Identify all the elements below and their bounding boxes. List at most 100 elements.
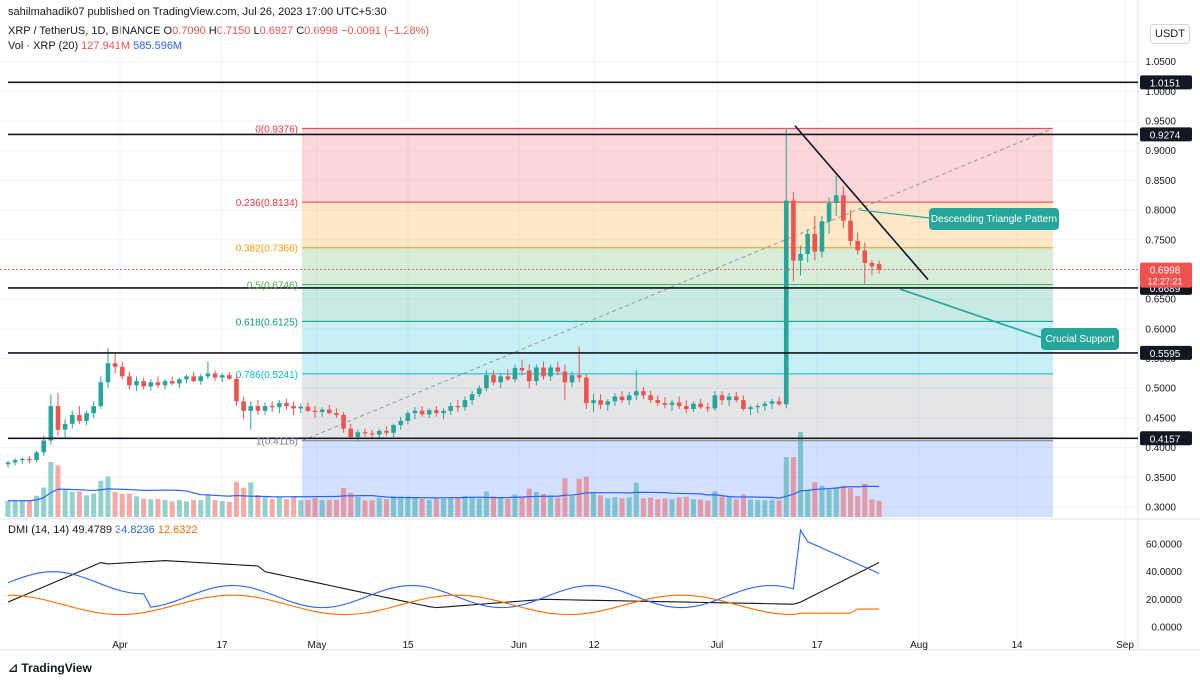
- adx-line: [7, 560, 880, 609]
- candle-body: [291, 406, 296, 409]
- volume-bar: [98, 480, 104, 517]
- candle-body: [348, 428, 354, 437]
- volume-bar: [148, 499, 154, 517]
- candle-body: [362, 432, 368, 434]
- volume-bar: [262, 497, 268, 517]
- volume-bar: [298, 500, 304, 517]
- volume-bar: [776, 500, 782, 517]
- volume-bar: [198, 500, 204, 517]
- candle-body: [27, 458, 32, 461]
- volume-bar: [383, 499, 389, 517]
- price-tick-label: 0.6000: [1145, 324, 1176, 335]
- volume-bar: [191, 499, 197, 517]
- candle-body: [812, 233, 818, 252]
- volume-bar: [212, 499, 218, 517]
- candle-body: [484, 375, 489, 389]
- candle-body: [755, 406, 760, 408]
- volume-bar: [391, 495, 397, 517]
- volume-bar: [541, 494, 546, 517]
- price-tick-label: 0.9000: [1145, 146, 1176, 157]
- volume-bar: [519, 496, 525, 517]
- volume-bar: [683, 496, 689, 517]
- price-tick-label: 0.8000: [1145, 206, 1176, 217]
- volume-bar: [341, 487, 347, 517]
- volume-bar: [69, 491, 75, 517]
- candle-body: [505, 376, 511, 380]
- tradingview-logo[interactable]: ⊿ TradingView: [8, 661, 92, 675]
- volume-bar: [562, 478, 568, 517]
- candle-body: [69, 414, 75, 424]
- di-plus-line: [7, 528, 880, 609]
- volume-ma-line: [7, 485, 880, 502]
- volume-bar: [555, 497, 561, 517]
- candle-body: [591, 400, 596, 404]
- price-tick-label: 1.0000: [1145, 87, 1176, 98]
- candle-body: [541, 367, 546, 377]
- candle-body: [284, 403, 289, 407]
- dmi-tick-label: 20.0000: [1146, 595, 1183, 606]
- volume-bar: [726, 497, 732, 517]
- candle-body: [277, 403, 282, 408]
- candle-body: [519, 368, 525, 371]
- candle-body: [626, 395, 632, 401]
- adx-value: 49.4789: [72, 524, 112, 536]
- price-level-tag: [1140, 345, 1192, 360]
- symbol-ohlc-line: XRP / TetherUS, 1D, BINANCE O0.7090 H0.7…: [8, 25, 430, 37]
- volume-bar: [433, 498, 439, 517]
- candle-body: [184, 376, 189, 380]
- candle-body: [119, 366, 125, 377]
- candle-body: [662, 403, 668, 405]
- candle-body: [355, 432, 361, 437]
- volume-bar: [690, 499, 696, 517]
- candle-body: [498, 376, 503, 383]
- volume-bar: [62, 489, 68, 517]
- volume-bar: [226, 501, 232, 517]
- candle-body: [691, 403, 696, 410]
- candle-body: [84, 413, 89, 421]
- volume-bar: [712, 491, 718, 517]
- candle-body: [234, 378, 239, 402]
- candle-body: [855, 240, 860, 251]
- candle-body: [719, 395, 725, 401]
- volume-bar: [169, 501, 175, 517]
- volume-bar: [319, 500, 325, 517]
- annotation-descending-triangle: Descending Triangle Pattern: [931, 214, 1057, 225]
- price-level-tag-text: 1.0151: [1150, 78, 1181, 89]
- volume-bar: [669, 499, 675, 517]
- price-tick-label: 1.0500: [1145, 57, 1176, 68]
- time-tick-label: 14: [1011, 640, 1023, 651]
- fib-level-label: 0.382(0.7366): [236, 244, 298, 255]
- candle-body: [255, 406, 261, 411]
- volume-bar: [862, 483, 868, 517]
- candle-body: [441, 410, 446, 414]
- bar-countdown: 12:27:21: [1147, 277, 1182, 287]
- volume-value: 127.941M: [81, 40, 131, 52]
- candle-body: [512, 368, 518, 380]
- candle-body: [5, 462, 11, 465]
- time-tick-label: 15: [402, 640, 414, 651]
- time-tick-label: May: [308, 640, 327, 651]
- currency-button[interactable]: USDT: [1150, 24, 1190, 44]
- candle-body: [733, 396, 739, 401]
- symbol-label[interactable]: XRP / TetherUS, 1D, BINANCE: [8, 25, 161, 37]
- time-tick-label: 17: [811, 640, 823, 651]
- candle-body: [205, 373, 211, 377]
- candle-body: [698, 403, 703, 408]
- candle-body: [269, 406, 275, 408]
- volume-bar: [626, 497, 632, 517]
- volume-bar: [533, 491, 539, 517]
- candle-body: [605, 401, 611, 405]
- candle-body: [584, 377, 589, 404]
- candle-body: [312, 410, 318, 412]
- candle-body: [741, 400, 746, 410]
- candle-body: [98, 382, 104, 407]
- price-level-tag-text: 0.6689: [1150, 284, 1181, 295]
- candle-body: [684, 406, 689, 410]
- candle-body: [705, 407, 711, 409]
- fib-level-label: 0.618(0.6125): [236, 317, 298, 328]
- volume-bar: [305, 499, 311, 517]
- candle-body: [262, 406, 268, 411]
- candle-body: [341, 414, 346, 429]
- volume-bar: [569, 496, 575, 517]
